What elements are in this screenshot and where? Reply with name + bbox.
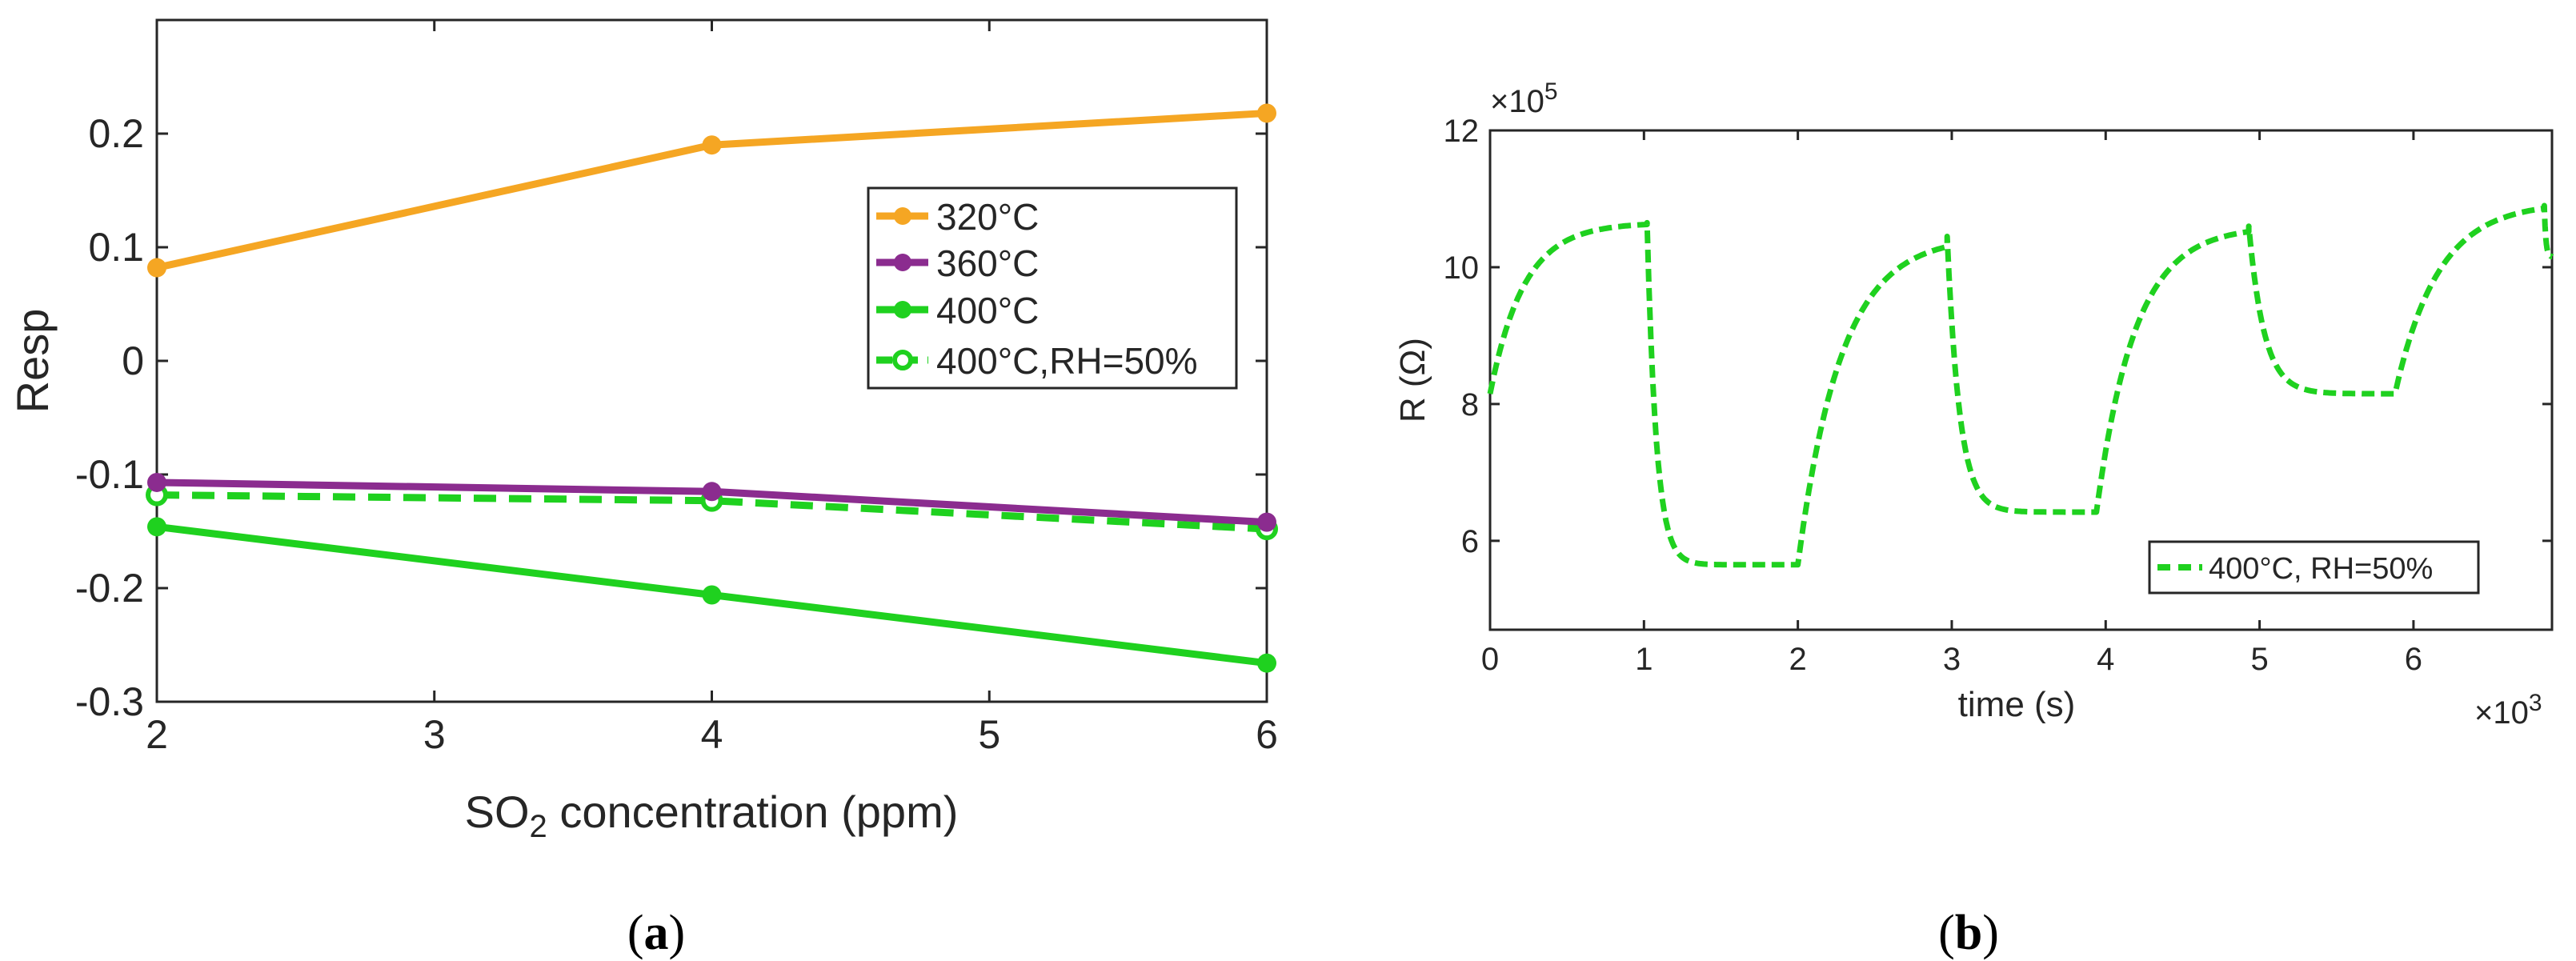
legend-entry-400: 400°C (876, 290, 1039, 331)
panel-a-ytick-label: 0 (122, 338, 144, 383)
legend-marker-400-rh (892, 350, 913, 370)
panel-b-axes-box (1488, 129, 2554, 631)
panel-b-ytick-label: 8 (1461, 387, 1479, 422)
panel-a-xtick-label: 6 (1256, 712, 1278, 757)
panel-b-series-line (1487, 202, 2555, 568)
panel-a-ticks: 2 3 4 5 6 -0.3 -0.2 -0.1 0 0.1 0.2 (75, 20, 1278, 757)
panel-b-y-exponent: ×105 (1490, 78, 1558, 120)
panel-a-data-point (702, 585, 722, 605)
panel-a-ytick-label: 0.2 (88, 111, 144, 156)
panel-a-xtick-label: 2 (146, 712, 168, 757)
panel-b-xtick-label: 4 (2097, 642, 2114, 677)
legend-marker-400 (894, 301, 911, 318)
panel-a-xtick-label: 4 (701, 712, 723, 757)
panel-a-xtick-label: 3 (423, 712, 446, 757)
panel-a-xtick-label: 5 (978, 712, 1000, 757)
panel-b-caption: (b) (1938, 906, 1999, 960)
legend-entry-360: 360°C (876, 242, 1039, 284)
panel-b-xtick-label: 5 (2250, 642, 2268, 677)
panel-a-ytick-label: 0.1 (88, 225, 144, 270)
panel-a-series (146, 103, 1278, 673)
panel-b-xtick-label: 1 (1635, 642, 1653, 677)
panel-b-ylabel: R (Ω) (1393, 338, 1432, 422)
panel-a-ytick-label: -0.3 (75, 679, 144, 724)
panel-a-ylabel: Resp (7, 309, 58, 414)
legend-label-400-rh: 400°C,RH=50% (936, 340, 1198, 382)
panel-b-xtick-label: 0 (1481, 642, 1499, 677)
panel-a-data-point (1257, 103, 1276, 123)
panel-a-data-point (147, 472, 166, 492)
panel-b-xtick-label: 2 (1789, 642, 1807, 677)
legend-entry-320: 320°C (876, 196, 1039, 238)
panel-b-legend-box (2148, 540, 2480, 595)
legend-marker-360 (894, 254, 911, 271)
panel-a-data-point (147, 258, 166, 278)
panel-a-data-point (1257, 512, 1276, 532)
panel-b-series (1487, 202, 2555, 568)
legend-label-360: 360°C (936, 242, 1039, 284)
panel-b-ytick-label: 10 (1444, 250, 1480, 286)
legend-marker-320 (894, 207, 911, 225)
panel-b-xtick-label: 6 (2405, 642, 2422, 677)
panel-b-xlabel: time (s) (1958, 685, 2076, 724)
panel-a-xlabel: SO2 concentration (ppm) (465, 787, 959, 844)
panel-a-data-point (702, 482, 722, 502)
panel-a-legend: 320°C 360°C 400°C 400°C,RH=50% (867, 186, 1238, 390)
legend-label-b: 400°C, RH=50% (2209, 552, 2433, 586)
panel-b-xtick-label: 3 (1943, 642, 1961, 677)
panel-a-ytick-label: -0.2 (75, 566, 144, 611)
panel-a-legend-box (867, 186, 1238, 390)
legend-entry-400-rh: 400°C,RH=50% (876, 340, 1198, 382)
panel-a-data-point (147, 517, 166, 537)
panel-b-ytick-label: 6 (1461, 524, 1479, 559)
panel-a-data-point (702, 135, 722, 155)
panel-a-caption: (a) (627, 906, 685, 960)
panel-a-data-point (1257, 653, 1276, 673)
panel-b-legend: 400°C, RH=50% (2148, 540, 2480, 595)
panel-b-x-exponent: ×103 (2474, 690, 2542, 731)
panel-b-ytick-label: 12 (1444, 114, 1480, 149)
panel-a: 2 3 4 5 6 -0.3 -0.2 -0.1 0 0.1 0.2 Resp SO2 concen… (7, 18, 1278, 960)
legend-label-400: 400°C (936, 290, 1039, 331)
legend-label-320: 320°C (936, 196, 1039, 238)
panel-a-series-line (156, 491, 1268, 533)
panel-a-ytick-label: -0.1 (75, 452, 144, 497)
